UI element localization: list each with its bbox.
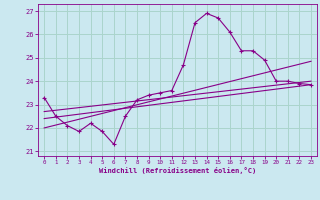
X-axis label: Windchill (Refroidissement éolien,°C): Windchill (Refroidissement éolien,°C) [99,167,256,174]
